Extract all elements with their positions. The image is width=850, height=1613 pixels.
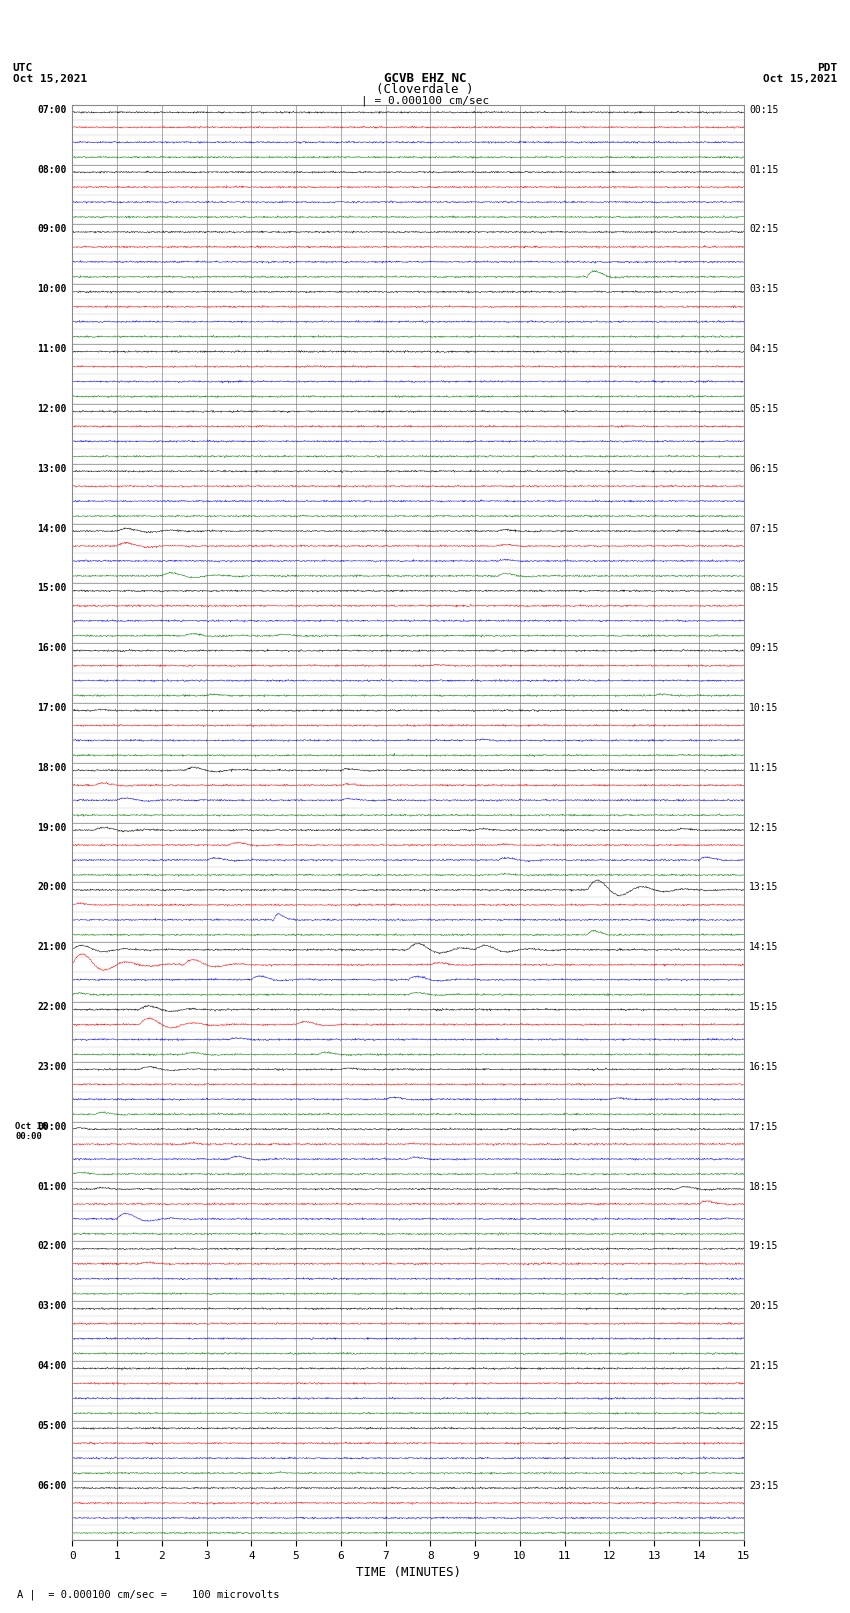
Text: 00:15: 00:15	[749, 105, 779, 115]
Text: 19:00: 19:00	[37, 823, 67, 832]
Text: 14:00: 14:00	[37, 524, 67, 534]
Text: 19:15: 19:15	[749, 1242, 779, 1252]
Text: 18:15: 18:15	[749, 1181, 779, 1192]
Text: GCVB EHZ NC: GCVB EHZ NC	[383, 71, 467, 84]
X-axis label: TIME (MINUTES): TIME (MINUTES)	[355, 1566, 461, 1579]
Text: 10:00: 10:00	[37, 284, 67, 294]
Text: 23:00: 23:00	[37, 1061, 67, 1073]
Text: 20:00: 20:00	[37, 882, 67, 892]
Text: 15:00: 15:00	[37, 584, 67, 594]
Text: 04:15: 04:15	[749, 344, 779, 355]
Text: 02:15: 02:15	[749, 224, 779, 234]
Text: 14:15: 14:15	[749, 942, 779, 952]
Text: 11:15: 11:15	[749, 763, 779, 773]
Text: 01:00: 01:00	[37, 1181, 67, 1192]
Text: 13:15: 13:15	[749, 882, 779, 892]
Text: 12:00: 12:00	[37, 403, 67, 415]
Text: 13:00: 13:00	[37, 465, 67, 474]
Text: 06:00: 06:00	[37, 1481, 67, 1490]
Text: 22:00: 22:00	[37, 1002, 67, 1011]
Text: 10:15: 10:15	[749, 703, 779, 713]
Text: 09:15: 09:15	[749, 644, 779, 653]
Text: 22:15: 22:15	[749, 1421, 779, 1431]
Text: 23:15: 23:15	[749, 1481, 779, 1490]
Text: 03:00: 03:00	[37, 1302, 67, 1311]
Text: 06:15: 06:15	[749, 465, 779, 474]
Text: 16:15: 16:15	[749, 1061, 779, 1073]
Text: Oct 15,2021: Oct 15,2021	[13, 74, 87, 84]
Text: 16:00: 16:00	[37, 644, 67, 653]
Text: (Cloverdale ): (Cloverdale )	[377, 82, 473, 97]
Text: | = 0.000100 cm/sec: | = 0.000100 cm/sec	[361, 95, 489, 106]
Text: 05:00: 05:00	[37, 1421, 67, 1431]
Text: Oct 15,2021: Oct 15,2021	[763, 74, 837, 84]
Text: UTC: UTC	[13, 63, 33, 73]
Text: Oct 16
00:00: Oct 16 00:00	[15, 1121, 48, 1140]
Text: 05:15: 05:15	[749, 403, 779, 415]
Text: 07:00: 07:00	[37, 105, 67, 115]
Text: 17:15: 17:15	[749, 1121, 779, 1132]
Text: 17:00: 17:00	[37, 703, 67, 713]
Text: 08:15: 08:15	[749, 584, 779, 594]
Text: 01:15: 01:15	[749, 165, 779, 174]
Text: A |  = 0.000100 cm/sec =    100 microvolts: A | = 0.000100 cm/sec = 100 microvolts	[17, 1589, 280, 1600]
Text: 12:15: 12:15	[749, 823, 779, 832]
Text: 08:00: 08:00	[37, 165, 67, 174]
Text: 18:00: 18:00	[37, 763, 67, 773]
Text: 21:00: 21:00	[37, 942, 67, 952]
Text: 04:00: 04:00	[37, 1361, 67, 1371]
Text: 07:15: 07:15	[749, 524, 779, 534]
Text: PDT: PDT	[817, 63, 837, 73]
Text: 21:15: 21:15	[749, 1361, 779, 1371]
Text: 00:00: 00:00	[37, 1121, 67, 1132]
Text: 03:15: 03:15	[749, 284, 779, 294]
Text: 11:00: 11:00	[37, 344, 67, 355]
Text: 02:00: 02:00	[37, 1242, 67, 1252]
Text: 15:15: 15:15	[749, 1002, 779, 1011]
Text: 09:00: 09:00	[37, 224, 67, 234]
Text: 20:15: 20:15	[749, 1302, 779, 1311]
